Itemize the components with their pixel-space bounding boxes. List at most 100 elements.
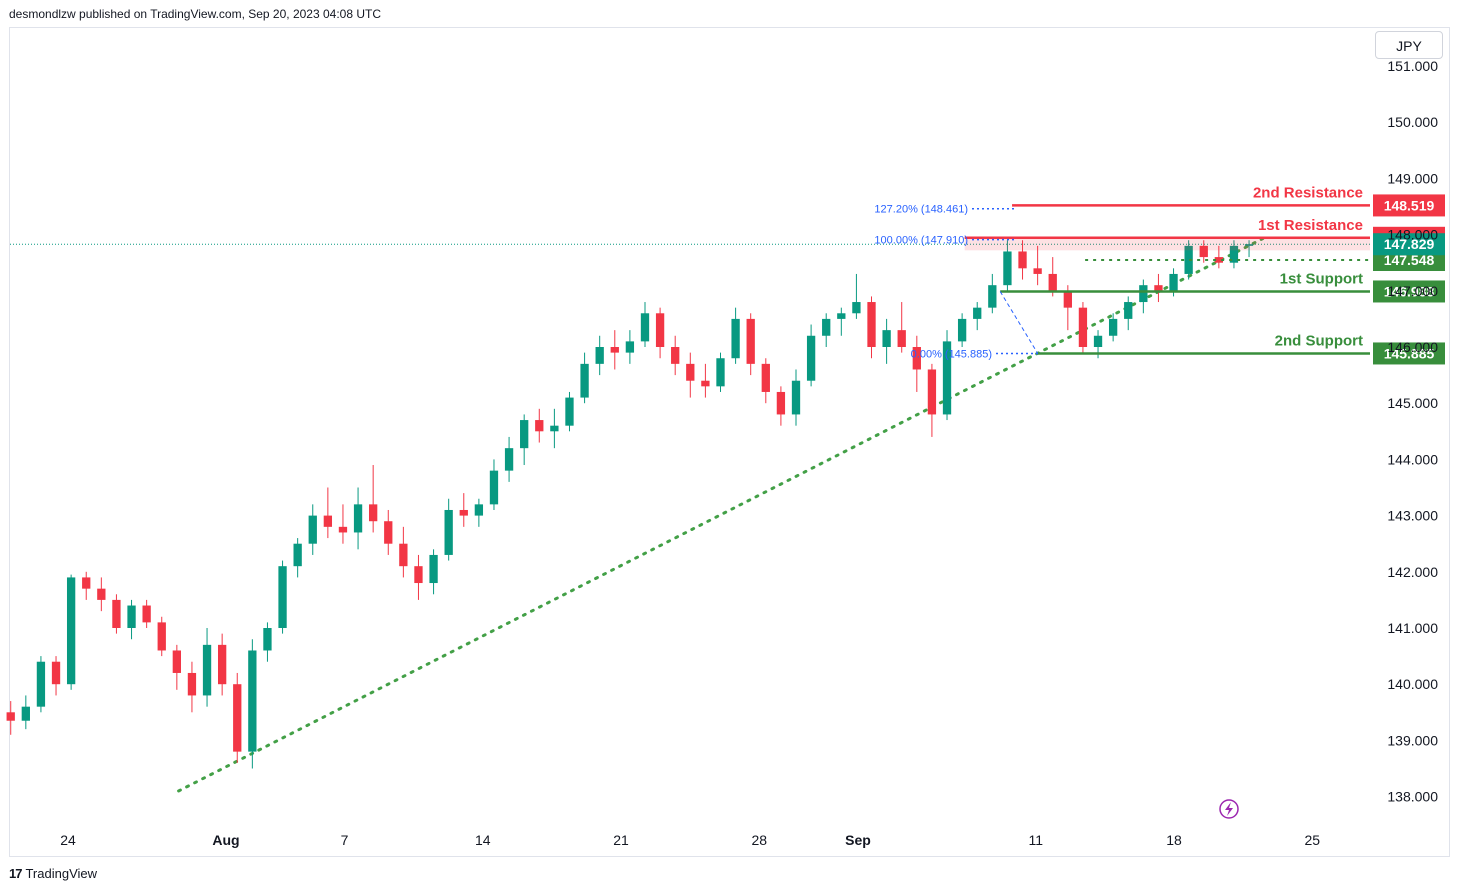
candle <box>1229 240 1239 269</box>
candle <box>731 307 740 364</box>
candle <box>912 335 921 392</box>
candle <box>172 644 181 690</box>
y-tick-label-5: 146.000 <box>1387 339 1438 355</box>
y-tick-label-6: 145.000 <box>1387 395 1438 411</box>
candle <box>489 459 499 510</box>
candle <box>1108 313 1118 342</box>
candle <box>1184 240 1193 280</box>
candle <box>595 335 604 376</box>
price-tag-text-2: 146.988 <box>1384 283 1435 299</box>
chart-frame <box>9 27 1450 857</box>
footer-brand[interactable]: 17 TradingView <box>9 866 97 881</box>
level-label-1: 1st Resistance <box>1258 217 1363 234</box>
candle <box>36 656 46 713</box>
candle <box>973 302 982 331</box>
candle <box>308 504 317 555</box>
tradingview-logo-icon: 17 <box>9 866 23 881</box>
currency-button[interactable]: JPY <box>1375 31 1443 59</box>
y-tick-label-12: 139.000 <box>1387 732 1438 748</box>
fib-label-0: 127.20% (148.461) <box>874 204 968 216</box>
candle <box>776 386 786 426</box>
y-tick-label-10: 141.000 <box>1387 620 1438 636</box>
candle <box>640 302 650 347</box>
candle <box>1199 240 1208 263</box>
candle <box>580 352 589 404</box>
candle <box>217 633 227 696</box>
candle <box>655 307 665 359</box>
candle <box>1078 302 1088 353</box>
candle <box>353 487 363 550</box>
candles-layer <box>6 240 1254 769</box>
y-tick-label-9: 142.000 <box>1387 564 1438 580</box>
candle <box>625 330 635 364</box>
candle <box>384 509 393 555</box>
candle <box>414 554 423 600</box>
candle <box>897 302 906 353</box>
x-tick-label-8: 18 <box>1166 832 1182 848</box>
candle <box>338 504 348 544</box>
y-tick-label-4: 147.000 <box>1387 283 1438 299</box>
candle <box>323 487 333 539</box>
candle <box>263 622 272 662</box>
ascending-trendline[interactable] <box>177 237 1265 793</box>
candle <box>520 414 529 466</box>
candle <box>1244 240 1254 258</box>
candle <box>127 599 136 640</box>
x-tick-label-7: 11 <box>1028 832 1043 848</box>
candle <box>565 391 574 432</box>
candle <box>942 330 952 421</box>
x-tick-label-6: Sep <box>845 832 871 848</box>
candle <box>233 672 242 763</box>
candle <box>399 526 408 578</box>
fib-label-1: 100.00% (147.910) <box>874 235 968 247</box>
current-price-tag <box>1373 233 1445 256</box>
candle <box>202 628 212 707</box>
candle <box>187 661 197 713</box>
x-tick-label-3: 14 <box>475 832 491 848</box>
candle <box>66 574 76 690</box>
resistance-zone <box>964 237 1370 251</box>
candle <box>293 538 302 578</box>
candle <box>671 335 680 376</box>
candle <box>157 616 166 657</box>
price-tag-text-0: 148.519 <box>1384 197 1435 213</box>
candle <box>791 369 801 426</box>
fib-label-2: 0.00% (145.885) <box>911 348 992 360</box>
candle <box>1048 257 1057 297</box>
x-tick-label-2: 7 <box>341 832 349 848</box>
candle <box>1139 279 1148 314</box>
minor-support-tag-text: 147.548 <box>1384 252 1435 268</box>
candle <box>429 549 438 595</box>
x-tick-label-9: 25 <box>1304 832 1320 848</box>
fib-diagonal <box>999 291 1039 354</box>
y-tick-label-3: 148.000 <box>1387 227 1438 243</box>
candle <box>444 498 453 561</box>
axis-layer: 151.000 150.000 149.000 148.000 147.000 146.0… <box>60 58 1438 848</box>
x-tick-label-0: 24 <box>60 832 76 848</box>
y-tick-label-1: 150.000 <box>1387 114 1438 130</box>
publisher-credit: desmondlzw published on TradingView.com,… <box>9 7 382 21</box>
candle <box>806 324 816 387</box>
level-label-0: 2nd Resistance <box>1253 184 1363 201</box>
y-tick-label-11: 140.000 <box>1387 676 1438 692</box>
candle <box>927 363 937 437</box>
candle <box>112 594 121 634</box>
lightning-icon[interactable] <box>1219 799 1239 819</box>
candle <box>867 296 876 359</box>
candle <box>459 493 468 527</box>
candle <box>535 408 544 443</box>
candle <box>882 318 891 364</box>
candle <box>610 330 619 370</box>
candle <box>1214 245 1223 269</box>
brand-name: TradingView <box>25 866 98 881</box>
candle <box>504 436 514 482</box>
trendline-layer <box>177 237 1265 793</box>
candle <box>957 313 967 347</box>
price-tag-2 <box>1373 280 1445 303</box>
candle <box>761 358 770 404</box>
candle <box>686 352 695 398</box>
candle <box>837 307 846 336</box>
price-tag-3 <box>1373 342 1445 365</box>
